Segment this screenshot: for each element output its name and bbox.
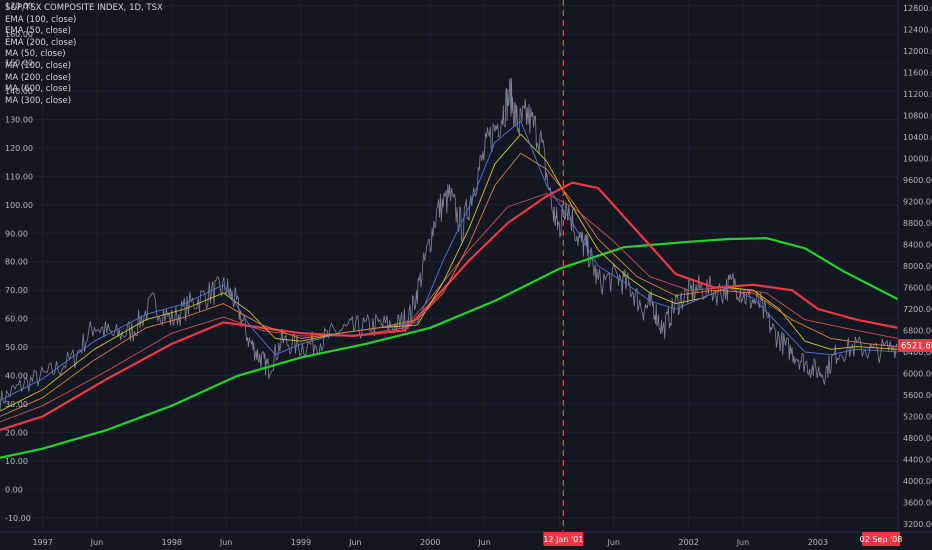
indicator-line (0, 120, 899, 401)
indicator-label: EMA (200, close) (5, 37, 77, 48)
indicator-list: EMA (100, close) EMA (50, close) EMA (200,… (5, 15, 163, 108)
indicator-label: EMA (50, close) (5, 26, 71, 37)
indicator-label: MA (50, close) (5, 49, 66, 60)
time-axis-tick: Jun (348, 538, 362, 547)
right-axis-tick: 3600.00 (903, 498, 932, 507)
right-axis-tick: 5200.00 (903, 412, 932, 421)
right-axis-tick: 12000.00 (903, 47, 932, 56)
left-axis-tick: 0.00 (5, 485, 23, 494)
price-line (0, 77, 899, 411)
left-axis-tick: 170.00 (5, 2, 33, 11)
right-axis-tick: 10800.00 (903, 112, 932, 121)
left-axis-tick: 40.00 (5, 372, 28, 381)
left-axis-tick: -10.00 (5, 514, 31, 523)
right-axis-tick: 7200.00 (903, 305, 932, 314)
right-axis-tick: 8800.00 (903, 219, 932, 228)
right-axis-tick: 8000.00 (903, 262, 932, 271)
indicator-line (0, 237, 899, 459)
right-axis-tick: 4000.00 (903, 477, 932, 486)
indicator-line (0, 133, 899, 412)
left-axis-tick: 50.00 (5, 343, 28, 352)
right-axis-tick: 6400.00 (903, 348, 932, 357)
left-axis-tick: 90.00 (5, 229, 28, 238)
right-axis-tick: 3200.00 (903, 520, 932, 529)
indicator-line (0, 152, 899, 417)
time-axis-tick: Jun (736, 538, 750, 547)
right-axis-tick: 9200.00 (903, 198, 932, 207)
time-axis-tick: 2002 (679, 538, 699, 547)
svg-text:12 Jan '01: 12 Jan '01 (543, 535, 583, 544)
crosshair-date-label: 12 Jan '01 (543, 532, 584, 546)
left-axis-tick: 30.00 (5, 400, 28, 409)
left-axis-tick: 80.00 (5, 258, 28, 267)
left-axis-tick: 10.00 (5, 457, 28, 466)
chart-legend: S&P/TSX COMPOSITE INDEX, 1D, TSX EMA (10… (5, 3, 163, 107)
right-axis-tick: 10400.00 (903, 133, 932, 142)
left-axis-tick: 70.00 (5, 286, 28, 295)
left-axis-tick: 20.00 (5, 428, 28, 437)
time-axis-tick: Jun (219, 538, 233, 547)
right-axis-tick: 4400.00 (903, 455, 932, 464)
time-axis-tick: 2003 (808, 538, 828, 547)
right-axis-tick: 9600.00 (903, 176, 932, 185)
left-axis-tick: 60.00 (5, 315, 28, 324)
indicator-line (0, 181, 899, 431)
indicator-label: MA (100, close) (5, 60, 72, 71)
right-axis-tick: 11200.00 (903, 90, 932, 99)
svg-text:6521.69: 6521.69 (901, 341, 932, 351)
last-price-label: 6521.69 (898, 338, 932, 352)
svg-text:02 Sep '08: 02 Sep '08 (860, 535, 903, 544)
chart-title: S&P/TSX COMPOSITE INDEX, 1D, TSX (5, 3, 163, 13)
time-axis-tick: Jun (90, 538, 104, 547)
time-axis-tick: 2000 (420, 538, 440, 547)
left-axis-tick: 150.00 (5, 59, 33, 68)
time-axis-tick: 1999 (291, 538, 311, 547)
time-axis-tick: 1997 (32, 538, 52, 547)
time-axis-tick: Jun (606, 538, 620, 547)
right-axis-tick: 5600.00 (903, 391, 932, 400)
right-axis-tick: 4800.00 (903, 434, 932, 443)
right-axis-tick: 12800.00 (903, 4, 932, 13)
right-axis-tick: 8400.00 (903, 241, 932, 250)
left-axis-tick: 130.00 (5, 115, 33, 124)
left-axis-tick: 110.00 (5, 172, 33, 181)
right-price-axis[interactable]: 12800.00 12400.00 12000.00 11600.00 11200.00… (903, 4, 932, 529)
right-axis-tick: 6800.00 (903, 326, 932, 335)
indicator-label: MA (200, close) (5, 72, 72, 83)
left-price-axis: 170.00 160.00 150.00 140.00 130.00 120.00 110.… (5, 2, 33, 523)
right-axis-tick: 12400.00 (903, 26, 932, 35)
indicator-label: EMA (100, close) (5, 14, 77, 25)
price-series (0, 77, 899, 411)
indicator-line (0, 193, 899, 423)
right-axis-tick: 7600.00 (903, 283, 932, 292)
left-axis-tick: 160.00 (5, 30, 33, 39)
end-date-label: 02 Sep '08 (860, 532, 903, 546)
left-axis-tick: 120.00 (5, 144, 33, 153)
time-axis-tick: 1998 (162, 538, 182, 547)
left-axis-tick: 100.00 (5, 201, 33, 210)
left-axis-tick: 140.00 (5, 87, 33, 96)
indicator-label: MA (300, close) (5, 95, 72, 106)
right-axis-tick: 11600.00 (903, 69, 932, 78)
time-axis-tick: Jun (477, 538, 491, 547)
indicator-label: MA (600, close) (5, 84, 72, 95)
indicator-lines (0, 120, 899, 459)
right-axis-tick: 10000.00 (903, 155, 932, 164)
time-axis[interactable]: 1997Jun1998Jun1999Jun2000Jun2001Jun2002J… (32, 538, 828, 547)
right-axis-tick: 6000.00 (903, 369, 932, 378)
